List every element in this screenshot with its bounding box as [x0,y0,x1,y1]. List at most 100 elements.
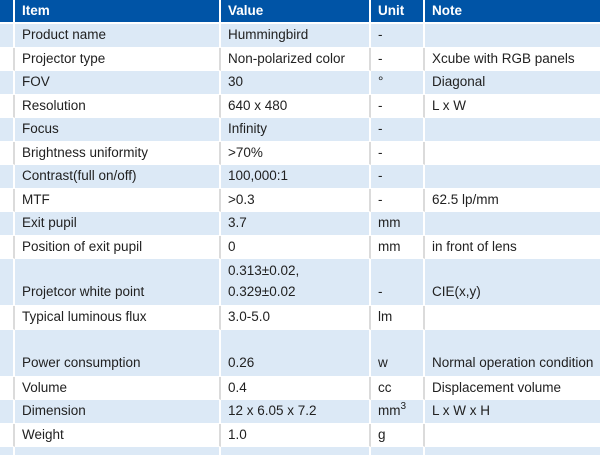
note-cell: Displacement volume [425,376,600,400]
value-cell: 0 [221,235,371,259]
note-cell: in front of lens [425,235,600,259]
unit-cell [371,447,425,455]
row-marker-cell [0,447,15,455]
note-cell: L x W [425,94,600,118]
note-cell [425,423,600,447]
table-row: Typical luminous flux 3.0-5.0 lm [0,306,600,330]
table-row: Volume 0.4 cc Displacement volume [0,376,600,400]
value-cell: 30 [221,71,371,95]
row-marker-cell [0,47,15,71]
row-marker-cell [0,329,15,377]
header-unit: Unit [371,0,425,24]
value-cell: 640 x 480 [221,94,371,118]
note-cell [425,141,600,165]
row-marker-cell [0,141,15,165]
header-row: Item Value Unit Note [0,0,600,24]
note-cell [425,306,600,330]
row-marker-cell [0,212,15,236]
item-cell: Weight [15,423,221,447]
note-cell: L x W x H [425,400,600,424]
unit-cell: w [371,329,425,377]
unit-cell: - [371,259,425,306]
unit-cell: mm [371,212,425,236]
row-marker-cell [0,165,15,189]
note-cell [425,118,600,142]
header-value: Value [221,0,371,24]
item-cell: Contrast(full on/off) [15,165,221,189]
note-cell [425,165,600,189]
unit-cell: - [371,141,425,165]
table-row: Position of exit pupil 0 mm in front of len… [0,235,600,259]
table-row: Brightness uniformity >70% - [0,141,600,165]
item-cell: Volume [15,376,221,400]
unit-cell: - [371,118,425,142]
item-cell [15,447,221,455]
unit-cell: cc [371,376,425,400]
unit-cell: - [371,188,425,212]
row-marker-cell [0,188,15,212]
item-cell: Exit pupil [15,212,221,236]
item-cell: Power consumption [15,329,221,377]
value-cell: >0.3 [221,188,371,212]
row-marker-cell [0,94,15,118]
table-row: Resolution 640 x 480- L x W [0,94,600,118]
item-cell: Product name [15,24,221,48]
unit-cell: mm3 [371,400,425,424]
value-cell: Hummingbird [221,24,371,48]
note-cell: CIE(x,y) [425,259,600,306]
note-cell: Diagonal [425,71,600,95]
unit-cell: lm [371,306,425,330]
table-row: Projector type Non-polarized color - Xcube … [0,47,600,71]
note-cell [425,24,600,48]
header-item: Item [15,0,221,24]
note-cell [425,212,600,236]
unit-cell: - [371,24,425,48]
row-marker-cell [0,24,15,48]
note-cell [425,447,600,455]
note-cell: Normal operation condition [425,329,600,377]
value-cell: 12 x 6.05 x 7.2 [221,400,371,424]
item-cell: Typical luminous flux [15,306,221,330]
row-marker-cell [0,423,15,447]
row-marker-cell [0,306,15,330]
item-cell: Position of exit pupil [15,235,221,259]
item-cell: Brightness uniformity [15,141,221,165]
item-cell: Projector type [15,47,221,71]
row-marker-cell [0,259,15,306]
value-cell: 0.26 [221,329,371,377]
table-row: Product name Hummingbird - [0,24,600,48]
note-cell: Xcube with RGB panels [425,47,600,71]
unit-cell: ° [371,71,425,95]
item-cell: Projetcor white point [15,259,221,306]
table-row: Projetcor white point 0.313±0.02, 0.329±0.… [0,259,600,306]
item-cell: FOV [15,71,221,95]
unit-cell: - [371,94,425,118]
header-note: Note [425,0,600,24]
item-cell: MTF [15,188,221,212]
value-cell: 100,000:1 [221,165,371,189]
value-cell: 3.0-5.0 [221,306,371,330]
row-marker-cell [0,235,15,259]
row-marker-cell [0,376,15,400]
value-cell: >70% [221,141,371,165]
value-cell [221,447,371,455]
value-cell: 0.313±0.02, 0.329±0.02 [221,259,371,306]
partial-next-row [0,447,600,455]
table-row: Power consumption 0.26 w Normal operation c… [0,329,600,377]
note-cell: 62.5 lp/mm [425,188,600,212]
table-row: Focus Infinity - [0,118,600,142]
value-cell: 1.0 [221,423,371,447]
table-row: FOV 30 ° Diagonal [0,71,600,95]
item-cell: Resolution [15,94,221,118]
value-cell: 3.7 [221,212,371,236]
table-row: Weight 1.0 g [0,423,600,447]
value-cell: 0.4 [221,376,371,400]
row-marker-cell [0,400,15,424]
item-cell: Dimension [15,400,221,424]
spec-table-body: Product name Hummingbird - Projector type No… [0,24,600,455]
value-cell: Infinity [221,118,371,142]
item-cell: Focus [15,118,221,142]
unit-cell: - [371,47,425,71]
